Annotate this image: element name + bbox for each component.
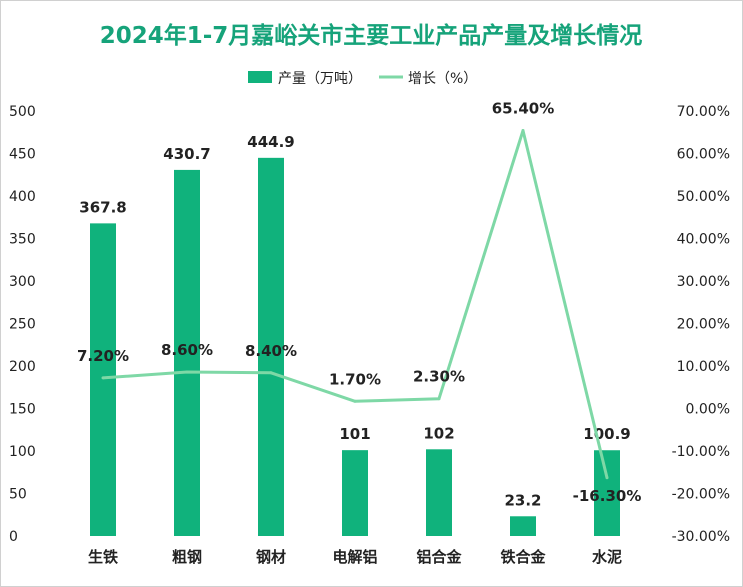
category-label: 铝合金 [416, 548, 462, 566]
legend-label-line: 增长（%） [408, 71, 477, 87]
right-tick-label: 60.00% [677, 147, 730, 163]
left-axis: 0 50 100 150 200 250 300 350 400 450 500 [9, 104, 36, 545]
legend-swatch-bar [248, 71, 272, 83]
right-tick-label: 50.00% [677, 189, 730, 205]
legend-label-bar: 产量（万吨） [278, 71, 362, 87]
line-point [101, 376, 105, 380]
left-tick-label: 450 [9, 147, 36, 163]
line-data-label: -16.30% [573, 487, 642, 505]
left-tick-label: 50 [9, 487, 27, 503]
bar-data-label: 100.9 [583, 425, 630, 443]
line-point [269, 371, 273, 375]
bar-data-label: 23.2 [504, 491, 541, 509]
left-tick-label: 400 [9, 189, 36, 205]
bar-data-label: 101 [339, 425, 370, 443]
chart-title: 2024年1-7月嘉峪关市主要工业产品产量及增长情况 [100, 22, 643, 49]
line-point [185, 370, 189, 374]
category-label: 粗钢 [172, 548, 202, 566]
left-tick-label: 350 [9, 232, 36, 248]
category-label: 电解铝 [332, 548, 377, 566]
left-tick-label: 500 [9, 104, 36, 120]
category-label: 铁合金 [500, 548, 546, 566]
bar [342, 450, 368, 536]
bar [174, 169, 200, 536]
right-axis: -30.00% -20.00% -10.00% 0.00% 10.00% 20.00% 30… [672, 104, 730, 545]
left-tick-label: 100 [9, 444, 36, 460]
bar [258, 157, 284, 536]
bar-data-label: 367.8 [79, 198, 126, 216]
left-tick-label: 150 [9, 402, 36, 418]
line-data-label: 2.30% [413, 368, 465, 386]
line-data-label: 65.40% [492, 100, 554, 118]
right-tick-label: -10.00% [672, 444, 730, 460]
left-tick-label: 0 [9, 529, 18, 545]
bar [90, 223, 116, 536]
line-data-label: 1.70% [329, 370, 381, 388]
category-label: 水泥 [592, 548, 622, 566]
line-point [437, 397, 441, 401]
line-data-label: 8.40% [245, 342, 297, 360]
line-series: 7.20% 8.60% 8.40% 1.70% 2.30% 65.40% -16.30% [77, 100, 641, 505]
left-tick-label: 300 [9, 274, 36, 290]
bar [510, 516, 536, 536]
bar-data-label: 430.7 [163, 145, 210, 163]
category-label: 生铁 [88, 548, 118, 566]
legend: 产量（万吨） 增长（%） [248, 71, 477, 87]
left-tick-label: 250 [9, 317, 36, 333]
bar [426, 449, 452, 536]
right-tick-label: 0.00% [686, 402, 730, 418]
line-data-label: 7.20% [77, 347, 129, 365]
right-tick-label: 10.00% [677, 359, 730, 375]
right-tick-label: 20.00% [677, 317, 730, 333]
bar-series: 367.8 430.7 444.9 101 102 23.2 100.9 [79, 133, 631, 536]
line-data-label: 8.60% [161, 341, 213, 359]
line-point [353, 399, 357, 403]
right-tick-label: 30.00% [677, 274, 730, 290]
bar-data-label: 102 [423, 424, 454, 442]
right-tick-label: -30.00% [672, 529, 730, 545]
line-point [605, 476, 609, 480]
line-point [521, 129, 525, 133]
right-tick-label: -20.00% [672, 487, 730, 503]
category-axis: 生铁 粗钢 钢材 电解铝 铝合金 铁合金 水泥 [88, 548, 622, 566]
right-tick-label: 40.00% [677, 232, 730, 248]
right-tick-label: 70.00% [677, 104, 730, 120]
left-tick-label: 200 [9, 359, 36, 375]
category-label: 钢材 [256, 548, 286, 566]
bar [594, 450, 620, 536]
bar-data-label: 444.9 [247, 133, 294, 151]
